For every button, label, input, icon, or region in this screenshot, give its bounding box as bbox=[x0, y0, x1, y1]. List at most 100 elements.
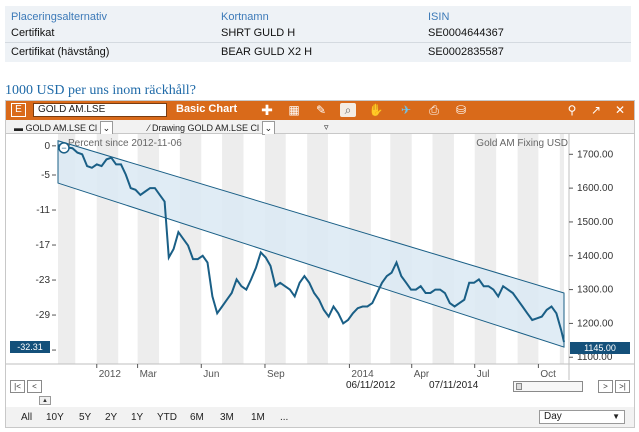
grid-band bbox=[58, 134, 76, 364]
period-value: Day bbox=[544, 411, 562, 422]
scroll-thumb[interactable] bbox=[516, 383, 522, 390]
chevron-down-icon: ▼ bbox=[612, 412, 620, 421]
range-1m[interactable]: 1M bbox=[251, 412, 265, 423]
last-value-right-badge: 1145.00 bbox=[570, 342, 630, 354]
link-icon[interactable]: ⚲ bbox=[567, 103, 577, 117]
right-tick-label: 1200.00 bbox=[577, 318, 614, 329]
menu-e-button[interactable]: E bbox=[11, 103, 26, 117]
range-3m[interactable]: 3M bbox=[220, 412, 234, 423]
row2-isin: SE0002835587 bbox=[428, 46, 504, 58]
last-value-left: -32.31 bbox=[17, 342, 43, 352]
x-tick-label: 2014 bbox=[351, 369, 374, 380]
header-kortnamn: Kortnamn bbox=[221, 11, 269, 23]
grid-band bbox=[559, 134, 564, 364]
left-axis: 0-5-11-17-23-29-35 bbox=[36, 141, 56, 356]
row1-isin: SE0004644367 bbox=[428, 27, 504, 39]
start-marker: − bbox=[58, 142, 70, 154]
chevron-down-icon[interactable]: ⌄ bbox=[261, 121, 276, 135]
series-toolbar: ▬ GOLD AM.LSE Cl ⌄ ⁄ Drawing GOLD AM.LSE… bbox=[6, 120, 634, 135]
x-tick-label: Sep bbox=[267, 369, 285, 380]
x-tick-label: Mar bbox=[140, 369, 158, 380]
left-tick-label: -23 bbox=[36, 275, 51, 286]
hand-icon[interactable]: ✋ bbox=[368, 103, 384, 117]
range-more[interactable]: ... bbox=[280, 412, 289, 423]
grid-band bbox=[222, 134, 244, 364]
range-ytd[interactable]: YTD bbox=[157, 412, 177, 423]
row1-type: Certifikat bbox=[11, 27, 55, 39]
x-tick-label: Apr bbox=[414, 369, 430, 380]
printer-icon[interactable]: ⎙ bbox=[429, 103, 439, 117]
right-tick-label: 1300.00 bbox=[577, 285, 614, 296]
start-marker-label: − bbox=[61, 143, 66, 153]
first-button[interactable]: |< bbox=[10, 380, 25, 393]
navigator-bar: |< < 06/11/2012 07/11/2014 > >| bbox=[6, 380, 634, 394]
prev-button[interactable]: < bbox=[27, 380, 42, 393]
row1-shortname: SHRT GULD H bbox=[221, 27, 296, 39]
range-5y[interactable]: 5Y bbox=[79, 412, 92, 423]
start-marker-circle bbox=[58, 142, 70, 154]
grid-band bbox=[474, 134, 497, 364]
drawing-selector[interactable]: ⁄ Drawing GOLD AM.LSE Cl ⌄ bbox=[148, 121, 276, 135]
x-tick-label: Jun bbox=[203, 369, 219, 380]
range-all[interactable]: All bbox=[21, 412, 33, 423]
range-6m[interactable]: 6M bbox=[190, 412, 204, 423]
right-tick-label: 1500.00 bbox=[577, 217, 614, 228]
left-tick-label: -29 bbox=[36, 310, 51, 321]
next-button[interactable]: > bbox=[598, 380, 613, 393]
left-tick-label: -17 bbox=[36, 240, 51, 251]
range-2y[interactable]: 2Y bbox=[105, 412, 118, 423]
range-10y[interactable]: 10Y bbox=[46, 412, 64, 423]
grid-band bbox=[179, 134, 202, 364]
navigator-scrollbar[interactable] bbox=[513, 381, 583, 392]
row2-shortname: BEAR GULD X2 H bbox=[221, 46, 313, 58]
left-tick-label: 0 bbox=[44, 141, 50, 152]
series-line bbox=[57, 142, 565, 343]
header-isin: ISIN bbox=[428, 11, 450, 23]
date-to: 07/11/2014 bbox=[429, 380, 479, 391]
headline: 1000 USD per uns inom räckhåll? bbox=[5, 83, 196, 98]
chart-widget: E GOLD AM.LSE Basic Chart ✚ ▦ ✎ ⌕ ✋ ✈ ⎙ … bbox=[5, 100, 635, 428]
right-tick-label: 1400.00 bbox=[577, 251, 614, 262]
instrument-table: Placeringsalternativ Kortnamn ISIN Certi… bbox=[5, 6, 631, 62]
price-chart[interactable]: − Percent since 2012-11-06 Gold AM Fixin… bbox=[6, 134, 634, 380]
pointer-icon[interactable]: ↗ bbox=[590, 103, 602, 117]
grid-icon[interactable]: ▦ bbox=[288, 103, 300, 117]
expand-icon[interactable]: ▿ bbox=[324, 122, 329, 132]
chart-toolbar: E GOLD AM.LSE Basic Chart ✚ ▦ ✎ ⌕ ✋ ✈ ⎙ … bbox=[6, 101, 634, 120]
magnifier-icon[interactable]: ⌕ bbox=[340, 103, 356, 117]
left-tick-label: -11 bbox=[36, 205, 50, 216]
trend-channel bbox=[57, 140, 565, 348]
left-axis-label: Percent since 2012-11-06 bbox=[68, 138, 182, 149]
plus-icon[interactable]: ✚ bbox=[261, 102, 273, 118]
range-bar: All 10Y 5Y 2Y 1Y YTD 6M 3M 1M ... Day ▼ bbox=[6, 407, 634, 427]
chevron-up-icon[interactable]: ▲ bbox=[39, 396, 51, 405]
last-value-left-badge: -32.31 bbox=[10, 341, 50, 353]
x-tick-label: Jul bbox=[477, 369, 490, 380]
series-selector[interactable]: ▬ GOLD AM.LSE Cl ⌄ bbox=[14, 121, 114, 135]
right-tick-label: 1100.00 bbox=[577, 352, 613, 363]
series-label: GOLD AM.LSE Cl bbox=[25, 123, 98, 133]
bird-icon[interactable]: ✈ bbox=[400, 103, 412, 117]
symbol-input[interactable]: GOLD AM.LSE bbox=[33, 103, 167, 117]
row2-type: Certifikat (hävstång) bbox=[11, 46, 110, 58]
x-tick-label: Oct bbox=[540, 369, 556, 380]
drawing-label: Drawing GOLD AM.LSE Cl bbox=[152, 123, 260, 133]
range-1y[interactable]: 1Y bbox=[131, 412, 144, 423]
last-button[interactable]: >| bbox=[615, 380, 630, 393]
right-axis-label: Gold AM Fixing USD bbox=[476, 138, 568, 149]
date-from: 06/11/2012 bbox=[346, 380, 396, 391]
right-tick-label: 1600.00 bbox=[577, 183, 614, 194]
right-tick-label: 1700.00 bbox=[577, 149, 614, 160]
chevron-down-icon[interactable]: ⌄ bbox=[99, 121, 114, 135]
chart-type-button[interactable]: Basic Chart bbox=[176, 103, 238, 115]
save-icon[interactable]: ⛁ bbox=[455, 103, 467, 117]
close-icon[interactable]: ✕ bbox=[614, 103, 626, 117]
left-tick-label: -5 bbox=[41, 170, 50, 181]
grid-band bbox=[432, 134, 454, 364]
wrench-icon[interactable]: ✎ bbox=[315, 103, 327, 117]
x-tick-label: 2012 bbox=[99, 369, 122, 380]
period-select[interactable]: Day ▼ bbox=[539, 410, 625, 424]
x-axis: 2012 Mar Jun Sep 2014 Apr Jul Oct bbox=[96, 364, 556, 380]
last-value-right: 1145.00 bbox=[584, 343, 616, 353]
right-axis: 1700.00 1600.00 1500.00 1400.00 1300.00 1200.… bbox=[569, 149, 614, 363]
